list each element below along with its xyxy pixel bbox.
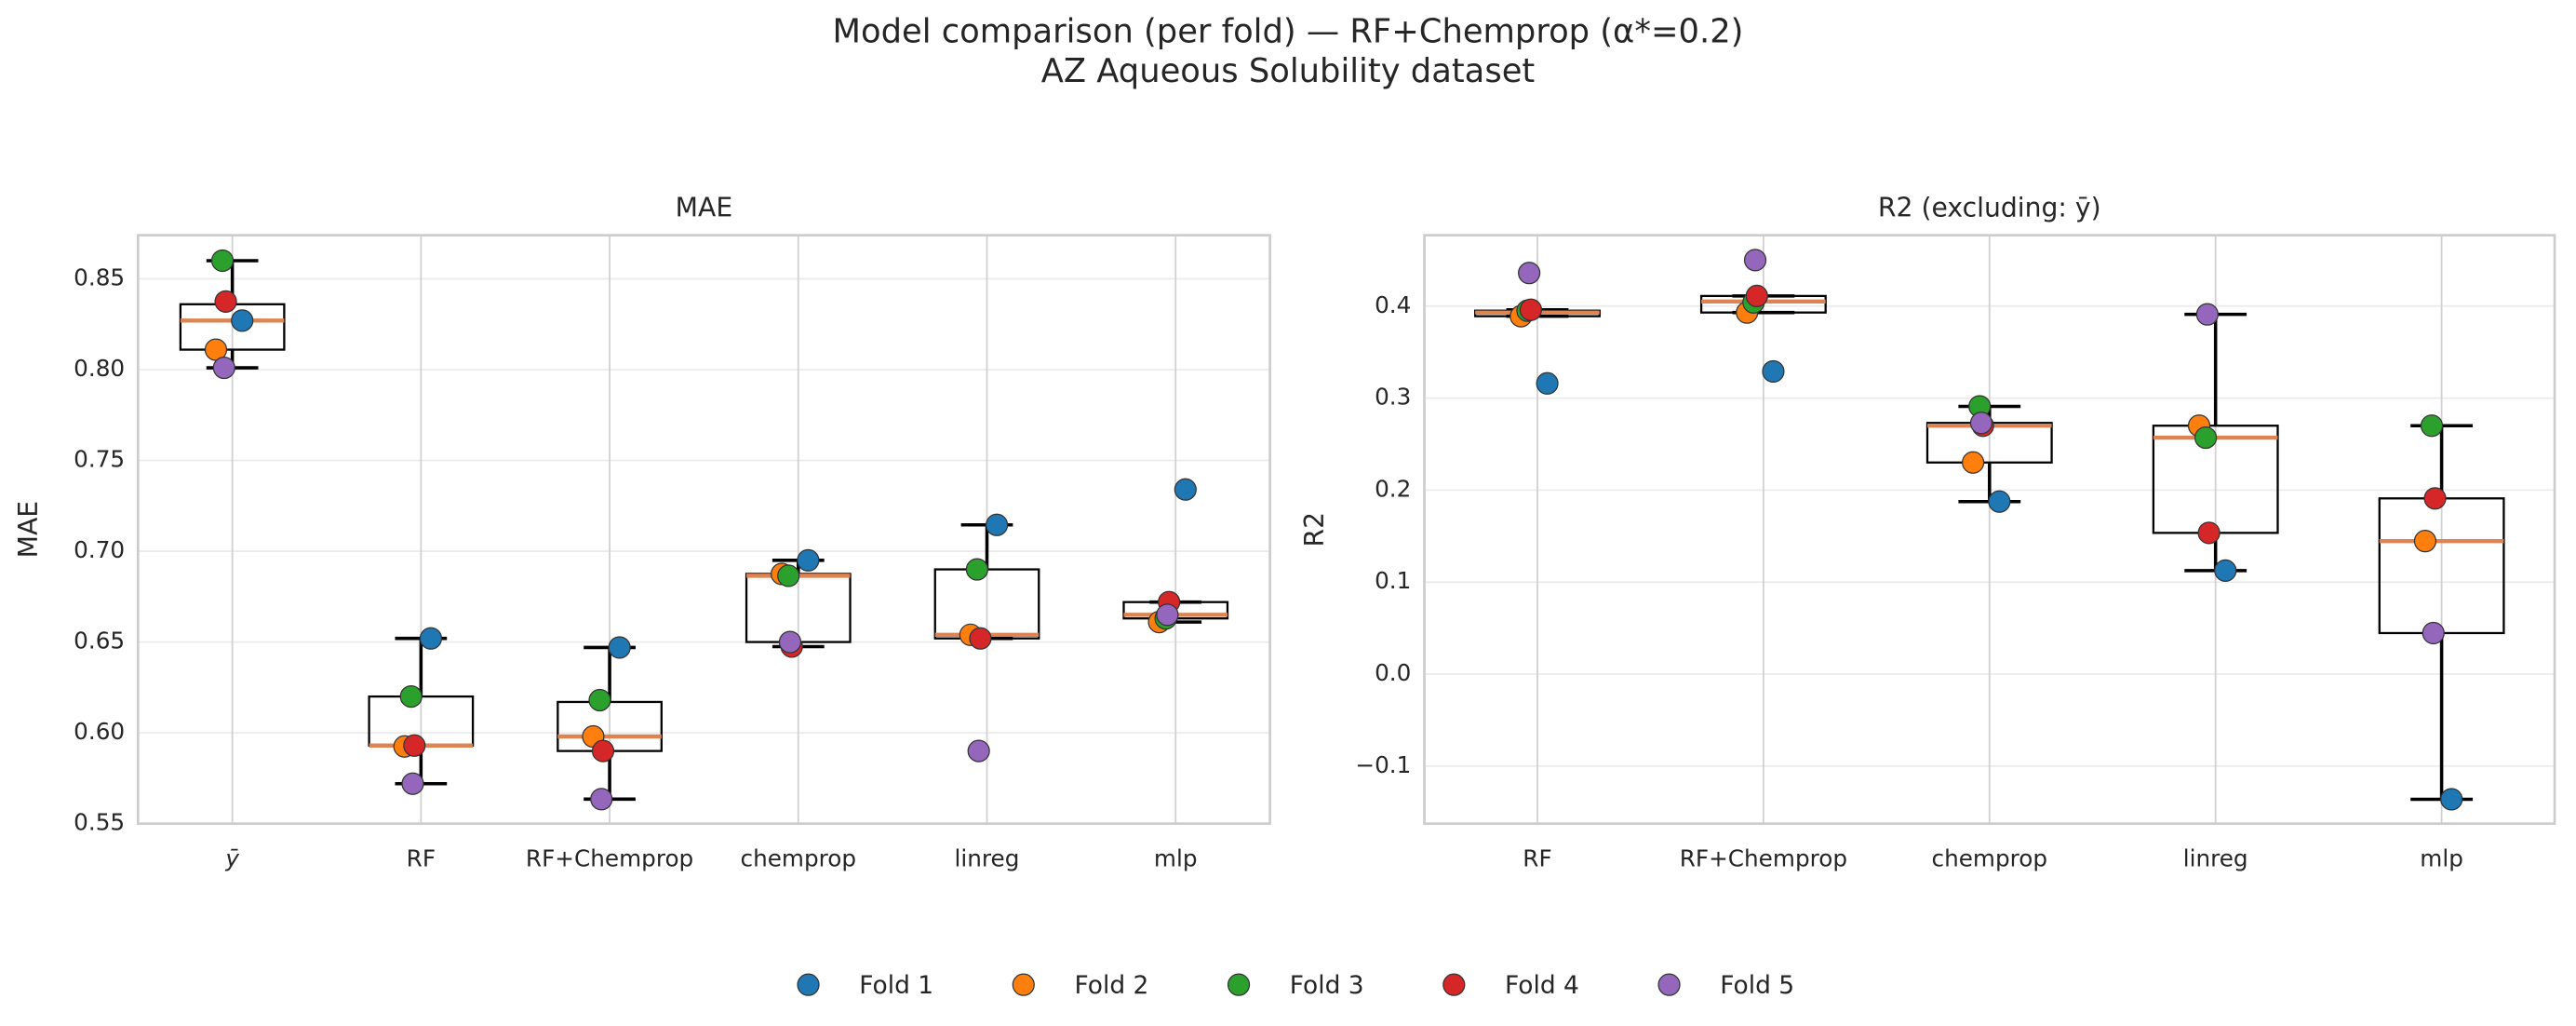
plot-frame — [1423, 234, 2556, 825]
fold-point — [1762, 359, 1785, 384]
x-tick-label: linreg — [955, 844, 1020, 871]
y-tick-label: 0.80 — [74, 355, 125, 382]
plot-frame — [136, 234, 1271, 825]
fold-point — [1962, 451, 1985, 474]
fold-point — [419, 627, 443, 650]
fold-point — [401, 772, 424, 795]
x-tick-label: RF+Chemprop — [1680, 844, 1847, 871]
fold-point — [231, 309, 254, 332]
y-tick-label: 0.60 — [74, 718, 125, 745]
x-tick-label: ȳ — [224, 844, 239, 871]
legend-marker — [1442, 973, 1466, 996]
y-axis-label: MAE — [13, 501, 44, 559]
fold-point — [1536, 371, 1559, 395]
legend-label: Fold 2 — [1075, 971, 1149, 1000]
fold-point — [778, 630, 802, 654]
y-tick-label: 0.4 — [1375, 291, 1411, 318]
x-tick-label: linreg — [2183, 844, 2248, 871]
fold-point — [1156, 603, 1179, 627]
panel-title: MAE — [676, 192, 733, 223]
fold-point — [2440, 788, 2463, 811]
y-tick-label: −0.1 — [1355, 751, 1411, 778]
fold-point — [403, 734, 426, 757]
figure-title: Model comparison (per fold) — RF+Chempro… — [833, 13, 1744, 51]
y-tick-label: 0.70 — [74, 536, 125, 563]
fold-point — [1988, 490, 2011, 513]
y-tick-label: 0.55 — [74, 809, 125, 836]
panel-title: R2 (excluding: ȳ) — [1878, 192, 2101, 223]
y-tick-label: 0.85 — [74, 263, 125, 290]
fold-point — [777, 564, 800, 587]
fold-point — [2423, 487, 2447, 510]
y-tick-label: 0.2 — [1375, 475, 1411, 502]
fold-point — [2195, 303, 2219, 326]
fold-point — [588, 688, 611, 712]
y-tick-label: 0.65 — [74, 628, 125, 655]
fold-point — [1745, 284, 1768, 307]
fold-point — [2422, 621, 2445, 645]
legend-marker — [1227, 973, 1251, 996]
fold-point — [399, 685, 423, 709]
y-tick-label: 0.75 — [74, 446, 125, 473]
fold-point — [608, 636, 631, 659]
legend-label: Fold 1 — [859, 971, 933, 1000]
fold-point — [1969, 412, 1993, 435]
fold-point — [210, 249, 235, 273]
fold-point — [1174, 478, 1197, 501]
fold-point — [2413, 530, 2437, 553]
fold-point — [214, 290, 237, 313]
fold-point — [965, 558, 989, 581]
x-tick-label: mlp — [2420, 844, 2463, 871]
y-tick-label: 0.1 — [1375, 567, 1411, 594]
fold-point — [2194, 425, 2218, 450]
x-tick-label: mlp — [1154, 844, 1198, 871]
fold-point — [969, 627, 992, 650]
x-tick-label: chemprop — [1931, 844, 2047, 871]
y-tick-label: 0.0 — [1375, 659, 1411, 686]
legend-marker — [1657, 973, 1681, 996]
legend-label: Fold 4 — [1505, 971, 1579, 1000]
fold-point — [590, 788, 613, 811]
x-tick-label: RF — [407, 844, 436, 871]
fold-point — [1519, 298, 1543, 321]
x-tick-label: RF+Chemprop — [526, 844, 693, 871]
fold-point — [797, 548, 820, 572]
legend-marker — [797, 973, 820, 996]
fold-point — [1743, 249, 1767, 272]
fold-point — [2197, 521, 2220, 545]
fold-point — [1518, 262, 1541, 285]
fold-point — [967, 739, 990, 763]
fold-point — [2420, 414, 2444, 438]
figure-subtitle: AZ Aqueous Solubility dataset — [1041, 52, 1536, 90]
fold-point — [212, 356, 235, 380]
fold-point — [986, 513, 1009, 536]
x-tick-label: chemprop — [740, 844, 856, 871]
legend-label: Fold 5 — [1720, 971, 1794, 1000]
fold-point — [591, 739, 615, 763]
x-tick-label: RF — [1523, 844, 1551, 871]
legend-label: Fold 3 — [1290, 971, 1364, 1000]
y-axis-label: R2 — [1299, 512, 1330, 547]
legend-marker — [1012, 973, 1035, 996]
fold-point — [2214, 559, 2237, 582]
y-tick-label: 0.3 — [1375, 384, 1411, 411]
